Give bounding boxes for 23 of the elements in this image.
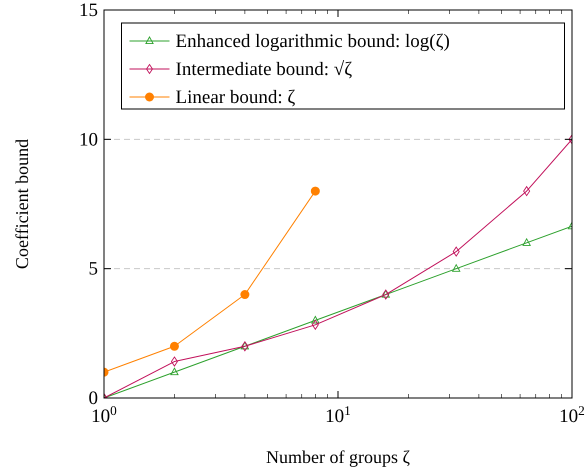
- point: [452, 246, 460, 257]
- legend-label: Linear bound: ζ: [176, 87, 296, 108]
- y-tick-label: 15: [79, 0, 98, 21]
- point: [522, 238, 531, 246]
- x-tick-label: 10$^{1}$: [325, 402, 351, 427]
- y-tick-label: 5: [88, 258, 98, 280]
- legend-label: Intermediate bound: √ζ: [176, 59, 352, 80]
- point: [240, 290, 250, 300]
- y-tick-label: 10: [79, 129, 98, 150]
- legend-label: Enhanced logarithmic bound: log(ζ): [176, 31, 450, 52]
- point: [170, 342, 179, 351]
- point: [452, 264, 460, 272]
- point: [170, 356, 178, 366]
- point: [170, 368, 178, 376]
- point: [240, 342, 249, 350]
- y-axis-title: Coefficient bound: [12, 138, 32, 270]
- x-axis-title: Number of groups ζ: [266, 447, 411, 467]
- y-tick-label: 0: [88, 388, 98, 409]
- point: [310, 186, 320, 196]
- x-tick-label: 10$^{2}$: [559, 402, 585, 427]
- point: [312, 320, 319, 330]
- point: [311, 316, 320, 324]
- point: [523, 186, 530, 196]
